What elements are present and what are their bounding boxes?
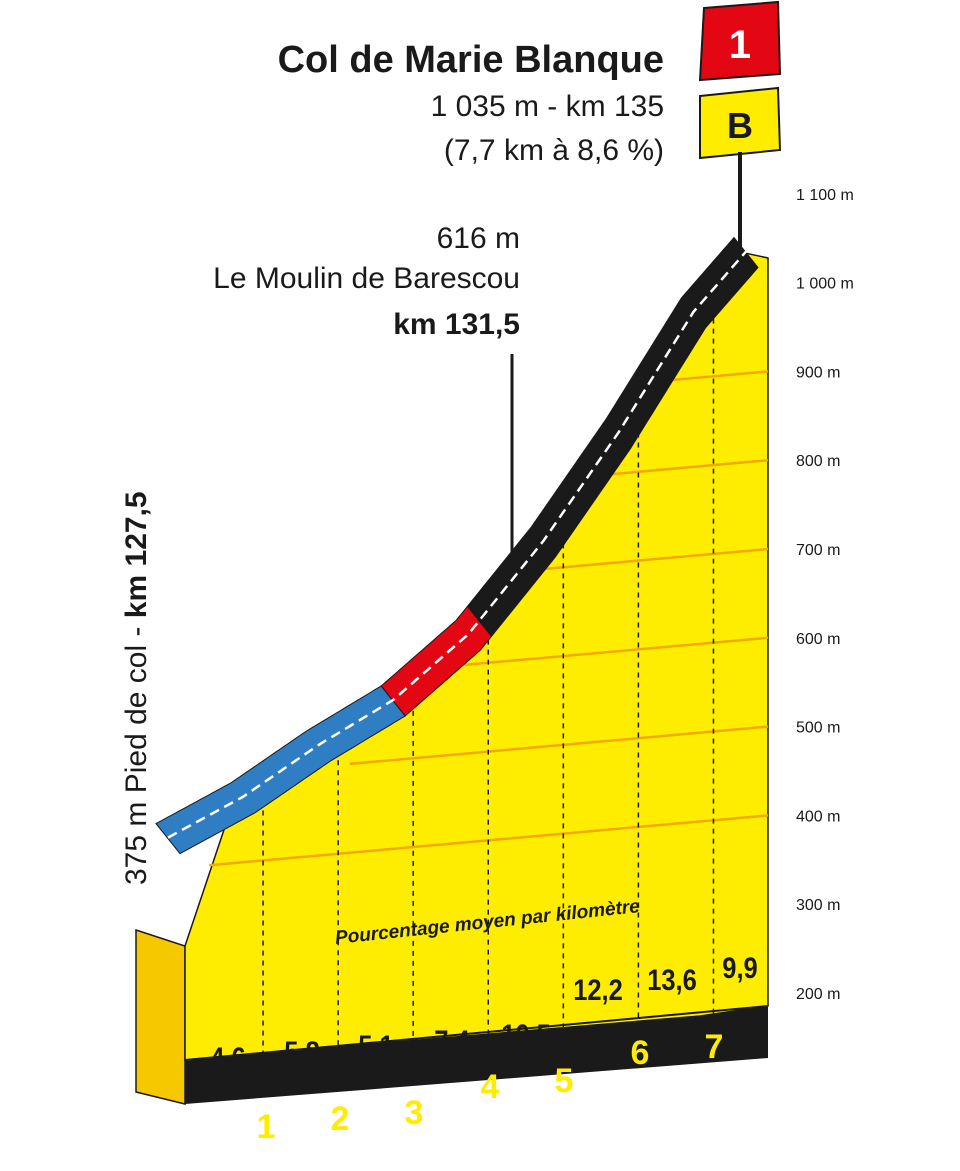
y-tick-label: 1 000 m [796,276,854,293]
page-title: Col de Marie Blanque [278,39,664,81]
gridline-600 [464,636,769,667]
profile-base-strip [136,1006,768,1104]
km-marker: 3 [405,1094,424,1132]
climb-length-gradient: (7,7 km à 8,6 %) [444,134,664,167]
y-tick-label: 500 m [796,720,840,737]
bonus-badge: B [699,86,782,160]
summit-altitude-km: 1 035 m - km 135 [431,90,664,123]
km-percentage: 4,6 [210,1041,245,1074]
km-percentage: 5,1 [358,1029,393,1062]
mid-altitude: 616 m [437,222,520,255]
start-label-regular: 375 m Pied de col - [120,618,153,885]
km-percentage: 10,5 [501,1018,551,1051]
km-percentage: 13,6 [647,963,697,996]
category-badge: 1 [698,0,782,82]
profile-area [184,250,769,1061]
altitude-axis: 200 m 300 m 400 m 500 m 600 m 700 m 800 m 900 m… [796,187,854,1003]
y-tick-label: 800 m [796,453,840,470]
km-percentage: 12,2 [573,973,623,1006]
y-tick-label: 1 100 m [796,187,854,204]
y-tick-label: 400 m [796,808,840,825]
start-label-bold: km 127,5 [120,491,153,618]
km-percentage-labels: 4,6 5,8 5,1 7,4 10,5 12,2 13,6 9,9 [210,951,757,1074]
bonus-badge-label: B [727,105,753,146]
km-marker: 5 [555,1062,574,1100]
km-marker: 4 [481,1068,500,1106]
gridline-800 [599,458,769,477]
road-ribbon [155,236,759,855]
km-marker: 7 [705,1028,724,1066]
category-badge-label: 1 [729,23,751,67]
km-marker-labels: 1 2 3 4 5 6 7 [257,1028,724,1146]
profile-left-face [135,928,186,1105]
gridline-500 [349,725,769,766]
y-tick-label: 300 m [796,897,840,914]
profile-gridlines [184,370,769,1061]
km-marker: 6 [631,1034,650,1072]
start-label: 375 m Pied de col - km 127,5 [120,491,153,885]
km-percentage: 7,4 [434,1024,470,1057]
mid-place: Le Moulin de Barescou [213,262,520,295]
km-marker: 2 [331,1100,350,1138]
km-percentage: 5,8 [284,1035,319,1068]
y-tick-label: 600 m [796,631,840,648]
gridline-900 [656,370,769,383]
road-centerline [167,250,747,839]
km-dividers [262,308,715,1093]
gridline-700 [537,547,769,571]
y-tick-label: 700 m [796,542,840,559]
y-tick-label: 900 m [796,364,840,381]
km-marker: 1 [257,1108,276,1146]
road-segment-3 [466,236,759,638]
y-tick-label: 200 m [796,986,840,1003]
baseline [184,1005,769,1061]
km-percentage: 9,9 [722,951,757,984]
mid-km: km 131,5 [393,308,520,341]
